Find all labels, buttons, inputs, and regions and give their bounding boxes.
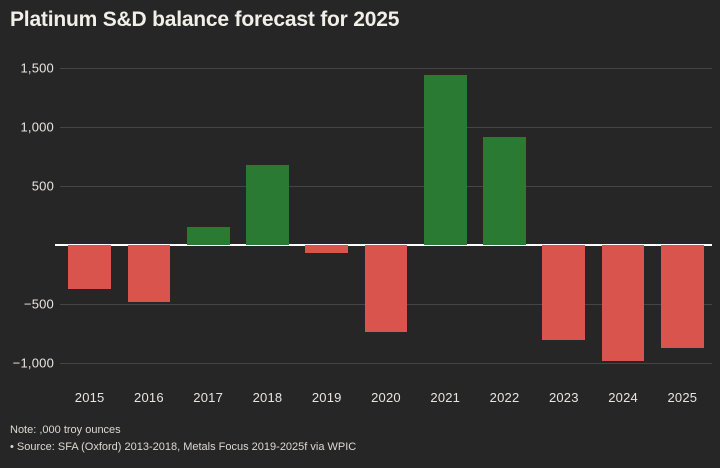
bar-2025[interactable]	[661, 245, 704, 348]
bar-2016[interactable]	[127, 245, 171, 303]
chart-note: Note: ,000 troy ounces	[10, 424, 121, 436]
bar-2017[interactable]	[186, 226, 230, 245]
x-axis-tick-label: 2015	[74, 390, 105, 405]
x-axis-tick-label: 2024	[608, 390, 638, 405]
gridline--1000	[60, 363, 712, 364]
bar-2015[interactable]	[68, 245, 111, 290]
x-axis-tick-label: 2022	[489, 390, 520, 405]
bar-2021[interactable]	[423, 75, 467, 245]
bar-2019[interactable]	[305, 245, 349, 254]
x-axis-tick-label: 2016	[134, 390, 164, 405]
x-axis-tick-label: 2020	[371, 390, 401, 405]
bar-2024[interactable]	[601, 245, 645, 362]
gridline-1500	[60, 68, 712, 69]
bar-2023[interactable]	[542, 245, 586, 340]
chart-source: • Source: SFA (Oxford) 2013-2018, Metals…	[10, 441, 357, 453]
chart-title: Platinum S&D balance forecast for 2025	[10, 8, 400, 31]
x-axis-tick-label: 2019	[311, 390, 342, 405]
y-axis-tick-label: 1,000	[20, 119, 54, 135]
x-axis-tick-label: 2021	[430, 390, 461, 405]
y-axis-tick-label: 500	[31, 178, 54, 194]
y-axis-tick-label: −1,000	[12, 355, 54, 371]
x-axis-tick-label: 2018	[252, 390, 283, 405]
bar-2020[interactable]	[364, 245, 408, 332]
x-axis-tick-label: 2025	[667, 390, 698, 405]
bar-2022[interactable]	[483, 137, 526, 245]
x-axis-tick-label: 2017	[193, 390, 224, 405]
y-axis-tick-label: −500	[23, 296, 54, 312]
gridline-1000	[60, 127, 712, 128]
y-axis-tick-label: 1,500	[20, 60, 54, 76]
bar-2018[interactable]	[246, 164, 289, 245]
gridline-500	[60, 186, 712, 187]
x-axis-tick-label: 2023	[548, 390, 579, 405]
